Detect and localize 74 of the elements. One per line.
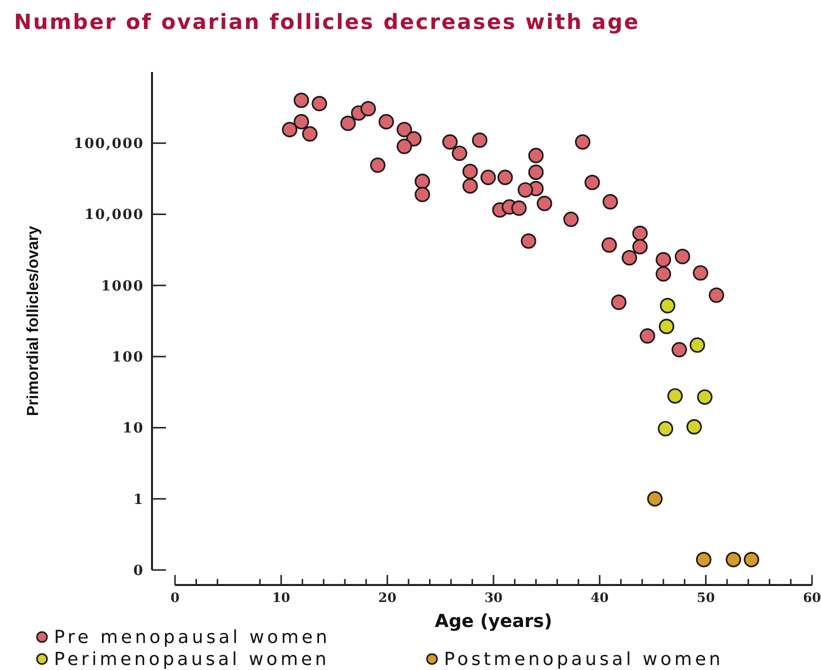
y-tick-label: 1	[133, 492, 144, 508]
point	[602, 194, 618, 210]
point	[708, 287, 724, 303]
point	[312, 96, 328, 112]
point	[672, 342, 687, 358]
point	[697, 389, 712, 405]
y-tick-label: 1000	[101, 278, 144, 294]
point	[462, 178, 478, 194]
x-tick-label: 50	[696, 591, 715, 606]
point	[622, 250, 638, 266]
point	[690, 337, 706, 353]
y-tick-label: 10	[122, 420, 144, 437]
point	[674, 248, 690, 264]
x-axis-title: Age (years)	[434, 611, 552, 632]
point	[520, 233, 536, 249]
legend-label: Pre menopausal women	[54, 626, 330, 648]
point	[396, 122, 412, 138]
point	[640, 328, 656, 344]
legend-label: Postmenopausal women	[444, 648, 724, 670]
x-tick-label: 40	[590, 591, 609, 606]
point	[660, 298, 676, 314]
point	[294, 92, 310, 108]
point	[518, 182, 534, 198]
point	[658, 420, 674, 436]
point	[647, 491, 663, 507]
x-tick-label: 0	[170, 591, 180, 606]
point	[282, 122, 298, 138]
point	[511, 200, 527, 216]
point	[480, 170, 496, 186]
point	[536, 196, 552, 212]
point	[692, 265, 708, 281]
point	[528, 148, 544, 164]
point	[632, 239, 648, 254]
y-tick-label: 100	[112, 349, 144, 366]
point	[462, 164, 478, 180]
y-axis-title: Primordial follicles/ovary	[24, 226, 42, 416]
point	[442, 134, 458, 150]
point	[584, 174, 600, 190]
point	[378, 114, 394, 130]
point	[294, 114, 310, 130]
point	[611, 294, 626, 310]
point	[302, 126, 318, 142]
point	[656, 252, 672, 268]
point	[686, 419, 702, 434]
point	[667, 388, 683, 404]
point	[632, 226, 648, 242]
point	[656, 266, 672, 282]
x-tick-label: 10	[272, 591, 290, 606]
point	[497, 170, 513, 186]
point	[658, 318, 674, 334]
point	[744, 552, 760, 568]
legend-label: Perimenopausal women	[54, 648, 330, 670]
point	[696, 552, 712, 568]
x-tick-label: 60	[802, 591, 821, 606]
point	[528, 164, 544, 180]
y-tick-label: 0	[133, 562, 144, 579]
point	[602, 237, 617, 253]
y-tick-label: 10,000	[84, 207, 144, 224]
point	[563, 212, 579, 228]
point	[370, 157, 386, 173]
point	[574, 134, 590, 150]
point	[726, 552, 742, 568]
point	[452, 146, 468, 161]
point	[396, 138, 412, 154]
point	[472, 132, 488, 148]
point	[360, 100, 376, 116]
x-tick-label: 30	[484, 591, 503, 606]
x-tick-label: 20	[378, 591, 396, 606]
point	[340, 116, 356, 132]
y-tick-label: 100,000	[74, 136, 144, 152]
point	[414, 186, 430, 202]
chart-title: Number of ovarian follicles decreases with age	[14, 10, 640, 34]
point	[406, 131, 422, 147]
point	[414, 174, 430, 190]
